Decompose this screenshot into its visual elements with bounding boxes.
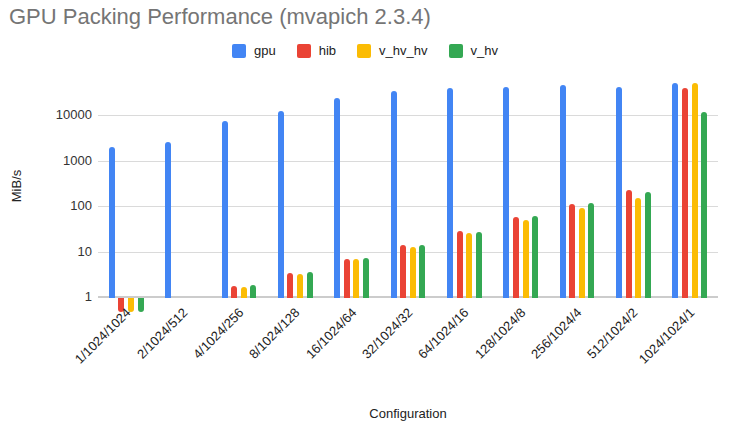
x-tick-label: 64/1024/16 <box>359 305 472 418</box>
bar-hib-256/1024/4[interactable] <box>569 204 575 298</box>
bar-v_hv_hv-16/1024/64[interactable] <box>353 259 359 298</box>
plot-area <box>98 73 718 298</box>
bar-v_hv_hv-128/1024/8[interactable] <box>523 220 529 298</box>
bar-v_hv_hv-32/1024/32[interactable] <box>410 247 416 298</box>
bar-v_hv_hv-64/1024/16[interactable] <box>466 233 472 298</box>
legend-item-v_hv[interactable]: v_hv <box>449 43 498 58</box>
bar-gpu-1024/1024/1[interactable] <box>672 83 678 298</box>
bar-hib-64/1024/16[interactable] <box>457 231 463 298</box>
x-tick-label: 512/1024/2 <box>528 305 641 418</box>
bar-gpu-512/1024/2[interactable] <box>616 87 622 298</box>
bar-v_hv-512/1024/2[interactable] <box>645 192 651 298</box>
legend-item-gpu[interactable]: gpu <box>232 43 276 58</box>
bar-hib-1024/1024/1[interactable] <box>682 88 688 298</box>
x-tick-label: 128/1024/8 <box>415 305 528 418</box>
bar-v_hv_hv-8/1024/128[interactable] <box>297 274 303 298</box>
y-tick-label: 100 <box>70 199 92 213</box>
x-tick-label: 8/1024/128 <box>190 305 303 418</box>
bar-v_hv-8/1024/128[interactable] <box>307 272 313 298</box>
y-tick-label: 1000 <box>63 154 92 168</box>
y-tick-label: 10000 <box>56 108 92 122</box>
bar-v_hv-256/1024/4[interactable] <box>588 203 594 298</box>
bar-gpu-64/1024/16[interactable] <box>447 88 453 298</box>
bar-hib-128/1024/8[interactable] <box>513 217 519 298</box>
gridline <box>98 161 718 162</box>
x-tick-label: 4/1024/256 <box>133 305 246 418</box>
legend-label: hib <box>319 43 336 58</box>
gridline <box>98 115 718 116</box>
bar-gpu-4/1024/256[interactable] <box>222 121 228 298</box>
bar-gpu-2/1024/512[interactable] <box>165 142 171 298</box>
bar-v_hv_hv-4/1024/256[interactable] <box>241 287 247 298</box>
bar-v_hv-16/1024/64[interactable] <box>363 258 369 298</box>
legend-swatch-hib <box>297 44 311 58</box>
legend-label: v_hv_hv <box>379 43 427 58</box>
bar-hib-16/1024/64[interactable] <box>344 259 350 298</box>
bar-gpu-1/1024/1024[interactable] <box>109 147 115 298</box>
legend-label: gpu <box>254 43 276 58</box>
bar-gpu-256/1024/4[interactable] <box>560 85 566 298</box>
x-tick-label: 1/1024/1024 <box>21 305 134 418</box>
bar-gpu-32/1024/32[interactable] <box>391 91 397 298</box>
x-tick-label: 2/1024/512 <box>77 305 190 418</box>
bar-hib-512/1024/2[interactable] <box>626 190 632 298</box>
chart-container: GPU Packing Performance (mvapich 2.3.4) … <box>0 0 730 430</box>
bar-gpu-128/1024/8[interactable] <box>503 87 509 298</box>
legend-item-v_hv_hv[interactable]: v_hv_hv <box>357 43 427 58</box>
legend-label: v_hv <box>471 43 498 58</box>
x-tick-label: 16/1024/64 <box>246 305 359 418</box>
bar-v_hv_hv-1024/1024/1[interactable] <box>692 83 698 298</box>
bar-v_hv-64/1024/16[interactable] <box>476 232 482 298</box>
bar-hib-32/1024/32[interactable] <box>400 245 406 298</box>
legend-item-hib[interactable]: hib <box>297 43 336 58</box>
bar-gpu-8/1024/128[interactable] <box>278 111 284 298</box>
x-tick-label: 32/1024/32 <box>302 305 415 418</box>
bar-v_hv_hv-512/1024/2[interactable] <box>635 198 641 298</box>
bar-gpu-16/1024/64[interactable] <box>334 98 340 298</box>
bar-v_hv-1024/1024/1[interactable] <box>701 112 707 298</box>
y-tick-label: 10 <box>78 245 92 259</box>
bar-v_hv_hv-256/1024/4[interactable] <box>579 208 585 298</box>
legend-swatch-v_hv_hv <box>357 44 371 58</box>
x-axis-title: Configuration <box>98 406 718 421</box>
bar-v_hv-128/1024/8[interactable] <box>532 216 538 298</box>
legend: gpu hib v_hv_hv v_hv <box>0 43 730 58</box>
legend-swatch-v_hv <box>449 44 463 58</box>
y-axis-ticks: 110100100010000 <box>0 73 92 298</box>
x-tick-label: 1024/1024/1 <box>584 305 697 418</box>
bar-v_hv-32/1024/32[interactable] <box>419 245 425 298</box>
bar-v_hv-4/1024/256[interactable] <box>250 285 256 298</box>
bar-hib-4/1024/256[interactable] <box>231 286 237 298</box>
bar-hib-8/1024/128[interactable] <box>287 273 293 298</box>
legend-swatch-gpu <box>232 44 246 58</box>
x-tick-label: 256/1024/4 <box>472 305 585 418</box>
chart-title: GPU Packing Performance (mvapich 2.3.4) <box>9 4 431 30</box>
x-axis-labels: 1/1024/10242/1024/5124/1024/2568/1024/12… <box>98 305 718 400</box>
y-tick-label: 1 <box>85 290 92 304</box>
